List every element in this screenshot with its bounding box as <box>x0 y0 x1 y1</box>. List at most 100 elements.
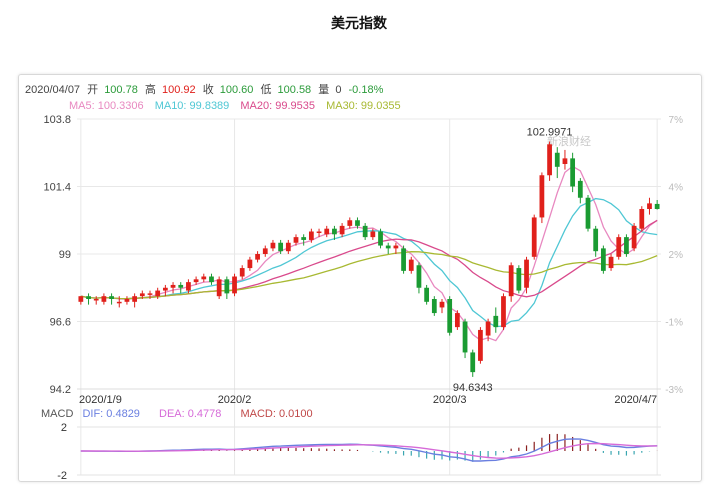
candle-body <box>462 321 468 353</box>
candle-body <box>554 152 560 167</box>
x-tick-label: 2020/4/7 <box>614 394 657 406</box>
candle-body <box>186 282 191 291</box>
y-tick-label: 99 <box>59 249 71 261</box>
info-close: 100.60 <box>220 84 254 96</box>
macd-legend: MACD DIF: 0.4829 DEA: 0.4778 MACD: 0.010… <box>41 408 313 420</box>
candle-body <box>301 237 307 240</box>
candle-body <box>424 287 430 302</box>
min-annotation: 94.6343 <box>453 382 493 394</box>
candle-body <box>393 245 399 249</box>
candle-body <box>247 259 253 269</box>
info-low: 100.58 <box>278 84 312 96</box>
candle-body <box>647 203 652 209</box>
candle-body <box>493 315 499 328</box>
candle-body <box>132 296 138 302</box>
info-high-label: 高 <box>145 82 156 96</box>
info-volume-label: 量 <box>318 83 329 96</box>
info-volume: 0 <box>335 84 341 96</box>
candle-body <box>262 248 268 254</box>
ma30-legend: MA30: 99.0355 <box>326 100 401 112</box>
candle-body <box>531 217 537 257</box>
ma5-legend: MA5: 100.3306 <box>69 100 144 112</box>
candle-body <box>516 268 522 291</box>
dif-line <box>80 438 658 462</box>
y-pct-tick-label: 7% <box>669 115 684 126</box>
candle-body <box>224 279 230 294</box>
candle-body <box>562 158 568 164</box>
macd-y-tick: 2 <box>61 422 67 434</box>
candle-body <box>416 265 422 288</box>
candle-body <box>378 231 383 246</box>
candle-body <box>339 225 345 235</box>
candle-body <box>631 225 637 249</box>
candle-body <box>431 299 437 314</box>
candle-body <box>385 245 391 249</box>
candlestick-chart[interactable]: 2020/04/07 开 100.78 高 100.92 收 100.60 低 … <box>19 75 701 482</box>
candle-body <box>616 237 622 257</box>
candle-body <box>600 248 606 271</box>
candle-body <box>101 296 107 302</box>
candle-body <box>470 352 476 373</box>
candle-body <box>116 301 122 304</box>
candle-body <box>170 284 176 288</box>
y-pct-tick-label: -3% <box>665 385 683 396</box>
y-pct-tick-label: 2% <box>669 250 684 261</box>
dea-legend: DEA: 0.4778 <box>159 408 221 420</box>
ma10-line <box>80 197 658 328</box>
y-tick-label: 94.2 <box>50 384 71 396</box>
y-tick-label: 96.6 <box>50 317 71 329</box>
candle-body <box>139 293 145 297</box>
candle-body <box>124 299 130 302</box>
candle-body <box>285 242 291 252</box>
candle-body <box>270 242 276 249</box>
info-low-label: 低 <box>260 83 271 96</box>
info-close-label: 收 <box>203 82 214 96</box>
x-tick-label: 2020/2 <box>218 394 252 406</box>
ma30-line <box>80 251 658 300</box>
candle-body <box>308 231 314 240</box>
candle-body <box>201 276 207 280</box>
info-date: 2020/04/07 <box>25 84 80 96</box>
candle-body <box>593 228 599 252</box>
macd-value-legend: MACD: 0.0100 <box>240 408 312 420</box>
candle-body <box>239 268 245 277</box>
info-change: -0.18% <box>349 84 384 96</box>
watermark: 新浪财经 <box>547 134 591 148</box>
candle-body <box>155 290 161 297</box>
candle-body <box>608 256 614 269</box>
info-open-label: 开 <box>87 84 98 96</box>
ma5-line <box>80 165 658 342</box>
candle-body <box>547 144 552 176</box>
candle-body <box>370 231 376 238</box>
info-open: 100.78 <box>104 84 138 96</box>
candle-body <box>324 228 330 235</box>
candle-body <box>162 287 168 291</box>
ma20-legend: MA20: 99.9535 <box>240 100 315 112</box>
info-high: 100.92 <box>162 84 196 96</box>
max-annotation: 102.9971 <box>527 127 573 139</box>
page-title: 美元指数 <box>331 15 387 31</box>
info-line: 2020/04/07 开 100.78 高 100.92 收 100.60 低 … <box>25 82 384 96</box>
candle-body <box>255 254 260 260</box>
candle-body <box>524 259 529 288</box>
candle-body <box>501 296 506 328</box>
candle-body <box>447 299 453 333</box>
ma-legend: MA5: 100.3306 MA10: 99.8389 MA20: 99.953… <box>69 100 401 112</box>
candle-body <box>109 296 114 299</box>
macd-title: MACD <box>41 408 73 420</box>
candle-body <box>654 203 660 209</box>
candle-body <box>439 301 445 308</box>
y-tick-label: 103.8 <box>43 114 71 126</box>
chart-panel: 2020/04/07 开 100.78 高 100.92 收 100.60 低 … <box>18 74 702 482</box>
candle-body <box>209 276 214 283</box>
candle-body <box>539 175 545 218</box>
candle-body <box>178 284 184 288</box>
candle-body <box>193 279 199 283</box>
x-tick-label: 2020/1/9 <box>79 394 122 406</box>
candle-body <box>147 293 153 295</box>
candle-body <box>408 259 414 271</box>
candle-body <box>485 321 491 336</box>
candle-body <box>639 209 645 229</box>
macd-y-tick: -2 <box>57 470 67 481</box>
y-pct-tick-label: 4% <box>669 183 684 194</box>
